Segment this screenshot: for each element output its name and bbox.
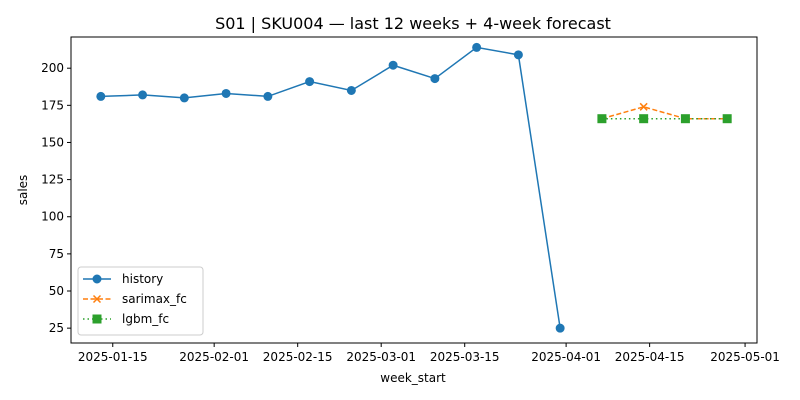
legend-marker-sarimax_fc (92, 294, 102, 304)
history-point (96, 91, 106, 101)
legend-marker-history (92, 274, 102, 284)
history-point (472, 42, 482, 52)
legend-box (77, 266, 204, 336)
x-tick-label: 2025-05-01 (710, 350, 780, 364)
legend: history sarimax_fc lgbm_fc (77, 266, 204, 336)
history-point (555, 323, 565, 333)
plot-area (70, 36, 758, 344)
y-tick-label: 50 (49, 284, 64, 298)
plot-frame (70, 36, 758, 344)
y-tick-label: 125 (41, 173, 64, 187)
lgbm_fc-series (597, 114, 732, 124)
x-tick-label: 2025-03-15 (430, 350, 500, 364)
y-tick-label: 25 (49, 321, 64, 335)
x-tick-label: 2025-02-15 (263, 350, 333, 364)
history-series (96, 42, 565, 333)
y-tick-label: 150 (41, 135, 64, 149)
x-tick-label: 2025-04-15 (615, 350, 685, 364)
x-tick-label: 2025-01-15 (78, 350, 148, 364)
history-point (513, 50, 523, 60)
sarimax_fc-point (639, 102, 648, 111)
legend-label-sarimax_fc: sarimax_fc (122, 292, 187, 306)
history-point (388, 60, 398, 70)
chart-title: S01 | SKU004 — last 12 weeks + 4-week fo… (215, 14, 611, 33)
history-point (346, 85, 356, 95)
y-tick-label: 100 (41, 210, 64, 224)
legend-label-history: history (122, 272, 163, 286)
y-tick-label: 200 (41, 61, 64, 75)
history-point (263, 91, 273, 101)
lgbm_fc-point (639, 114, 649, 124)
x-tick-label: 2025-02-01 (179, 350, 249, 364)
history-line (100, 46, 561, 329)
x-tick-label: 2025-04-01 (531, 350, 601, 364)
lgbm_fc-point (722, 114, 732, 124)
history-point (179, 93, 189, 103)
history-point (221, 88, 231, 98)
x-tick-label: 2025-03-01 (346, 350, 416, 364)
lgbm_fc-point (597, 114, 607, 124)
y-tick-label: 75 (49, 247, 64, 261)
x-axis-label: week_start (380, 371, 446, 385)
legend-marker-lgbm_fc (92, 314, 102, 324)
history-point (138, 90, 148, 100)
history-point (305, 77, 315, 87)
y-tick-label: 175 (41, 98, 64, 112)
series-layer (96, 42, 732, 333)
y-axis-label: sales (16, 175, 30, 206)
lgbm_fc-point (680, 114, 690, 124)
x-axis: 2025-01-15 2025-02-01 2025-02-15 2025-03-01… (78, 343, 780, 364)
legend-label-lgbm_fc: lgbm_fc (122, 312, 169, 326)
y-axis: 25 50 75 100 125 150 175 200 (41, 61, 71, 335)
history-point (430, 74, 440, 84)
